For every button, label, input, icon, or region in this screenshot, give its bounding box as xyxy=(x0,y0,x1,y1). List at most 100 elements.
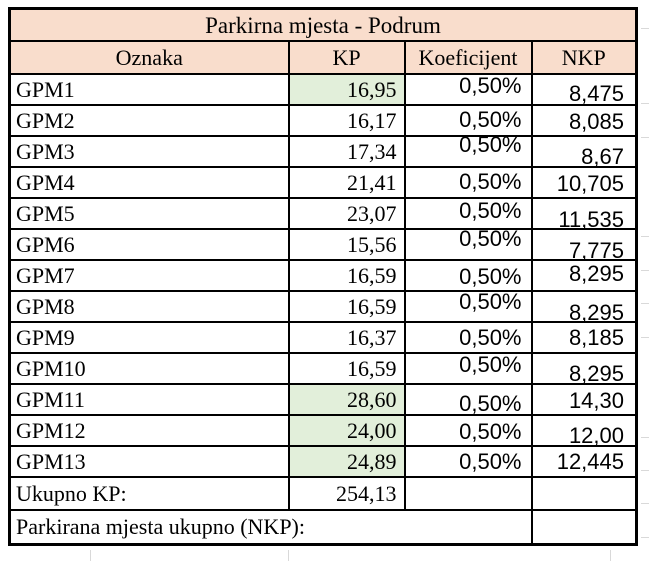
cell-nkp-value: 8,085 xyxy=(568,108,624,134)
column-header-kp: KP xyxy=(287,40,406,75)
parking-table: Parkirna mjesta - Podrum Oznaka KP Koefi… xyxy=(8,7,638,546)
gridline-stub xyxy=(641,103,649,104)
cell-oznaka: GPM6 xyxy=(8,228,290,261)
cell-koeficijent: 0,50% xyxy=(403,72,533,106)
cell-kp: 16,59 xyxy=(287,352,406,385)
gridline-stub xyxy=(641,470,649,471)
cell-koeficijent-value: 0,50% xyxy=(459,288,522,314)
cell-oznaka: GPM12 xyxy=(8,414,290,447)
cell-kp: 16,37 xyxy=(287,321,406,354)
cell-nkp: 12,00 xyxy=(530,414,638,448)
total-nkp-value xyxy=(530,509,638,545)
gridline-stub xyxy=(90,550,91,561)
cell-nkp: 8,475 xyxy=(530,73,638,106)
cell-koeficijent-value: 0,50% xyxy=(459,225,522,251)
cell-koeficijent-value: 0,50% xyxy=(459,263,522,289)
cell-koeficijent: 0,50% xyxy=(403,259,533,292)
total-nkp-empty-cell xyxy=(530,476,638,511)
column-header-koeficijent: Koeficijent xyxy=(403,40,533,75)
cell-nkp-value: 8,185 xyxy=(568,324,624,350)
cell-oznaka: GPM5 xyxy=(8,197,290,230)
cell-oznaka: GPM3 xyxy=(8,135,290,168)
cell-koeficijent-value: 0,50% xyxy=(459,448,522,474)
cell-koeficijent-value: 0,50% xyxy=(459,168,522,194)
cell-nkp: 11,535 xyxy=(530,197,638,232)
cell-nkp-value: 8,67 xyxy=(581,143,624,169)
total-kp-label: Ukupno KP: xyxy=(8,476,290,511)
cell-nkp: 8,085 xyxy=(530,104,638,137)
cell-nkp-value: 7,775 xyxy=(568,237,624,263)
cell-kp: 16,95 xyxy=(287,73,406,106)
cell-nkp-value: 10,705 xyxy=(556,170,624,196)
table-row: GPM2 16,17 0,50% 8,085 xyxy=(8,104,638,137)
cell-oznaka: GPM11 xyxy=(8,383,290,416)
cell-kp: 24,89 xyxy=(287,445,406,478)
gridline-stub xyxy=(641,337,649,338)
gridline-stub xyxy=(641,437,649,438)
cell-koeficijent: 0,50% xyxy=(403,383,533,416)
cell-koeficijent: 0,50% xyxy=(403,166,533,199)
table-row: GPM5 23,07 0,50% 11,535 xyxy=(8,197,638,232)
cell-koeficijent: 0,50% xyxy=(403,414,533,447)
cell-nkp-value: 12,00 xyxy=(568,422,624,448)
table-title-row: Parkirna mjesta - Podrum xyxy=(8,7,638,42)
gridline-stub xyxy=(610,550,611,561)
cell-oznaka: GPM8 xyxy=(8,290,290,323)
table-row: GPM4 21,41 0,50% 10,705 xyxy=(8,166,638,199)
cell-koeficijent: 0,50% xyxy=(403,104,533,137)
gridline-stub xyxy=(641,236,649,237)
gridline-stub xyxy=(641,537,649,538)
table-row: GPM10 16,59 0,50% 8,295 xyxy=(8,352,638,386)
table-row: GPM9 16,37 0,50% 8,185 xyxy=(8,321,638,354)
cell-koeficijent-value: 0,50% xyxy=(459,72,522,98)
cell-kp: 24,00 xyxy=(287,414,406,447)
total-nkp-row: Parkirana mjesta ukupno (NKP): xyxy=(8,509,638,545)
cell-koeficijent: 0,50% xyxy=(403,225,533,261)
cell-nkp-value: 8,295 xyxy=(568,260,624,286)
cell-kp: 28,60 xyxy=(287,383,406,416)
table-row: GPM12 24,00 0,50% 12,00 xyxy=(8,414,638,448)
table-title: Parkirna mjesta - Podrum xyxy=(8,7,638,42)
column-header-oznaka: Oznaka xyxy=(8,40,290,75)
table-row: GPM6 15,56 0,50% 7,775 xyxy=(8,225,638,263)
table-row: GPM3 17,34 0,50% 8,67 xyxy=(8,133,638,169)
cell-koeficijent: 0,50% xyxy=(403,288,533,323)
cell-koeficijent-value: 0,50% xyxy=(459,106,522,132)
total-kp-row: Ukupno KP: 254,13 xyxy=(8,476,638,511)
cell-kp: 17,34 xyxy=(287,135,406,168)
cell-nkp: 12,445 xyxy=(530,445,638,478)
table-row: GPM7 16,59 0,50% 8,295 xyxy=(8,259,638,292)
cell-koeficijent-value: 0,50% xyxy=(459,418,522,444)
cell-oznaka: GPM9 xyxy=(8,321,290,354)
cell-oznaka: GPM13 xyxy=(8,445,290,478)
cell-nkp-value: 11,535 xyxy=(558,206,624,232)
gridline-stub xyxy=(288,550,289,561)
cell-nkp-value: 8,295 xyxy=(568,299,624,325)
cell-oznaka: GPM4 xyxy=(8,166,290,199)
cell-nkp: 8,295 xyxy=(530,259,638,292)
total-kp-value: 254,13 xyxy=(287,476,406,511)
cell-nkp-value: 14,30 xyxy=(568,387,624,413)
cell-kp: 15,56 xyxy=(287,228,406,261)
cell-nkp-value: 8,295 xyxy=(568,360,624,386)
cell-nkp: 10,705 xyxy=(530,166,638,199)
table-row: GPM8 16,59 0,50% 8,295 xyxy=(8,288,638,325)
gridline-stub xyxy=(641,503,649,504)
cell-koeficijent: 0,50% xyxy=(403,321,533,354)
cell-nkp: 8,295 xyxy=(530,290,638,325)
table-row: GPM11 28,60 0,50% 14,30 xyxy=(8,383,638,416)
cell-nkp: 14,30 xyxy=(530,383,638,416)
cell-koeficijent: 0,50% xyxy=(403,352,533,385)
cell-nkp-value: 8,475 xyxy=(568,80,624,106)
cell-kp: 16,59 xyxy=(287,259,406,292)
cell-oznaka: GPM1 xyxy=(8,73,290,106)
cell-kp: 16,59 xyxy=(287,290,406,323)
cell-koeficijent-value: 0,50% xyxy=(459,324,522,350)
total-koeficijent-empty-cell xyxy=(403,476,533,511)
table-row: GPM13 24,89 0,50% 12,445 xyxy=(8,445,638,478)
cell-nkp: 8,295 xyxy=(530,352,638,386)
cell-nkp: 8,67 xyxy=(530,135,638,169)
cell-nkp: 8,185 xyxy=(530,321,638,354)
gridline-stub xyxy=(641,137,649,138)
